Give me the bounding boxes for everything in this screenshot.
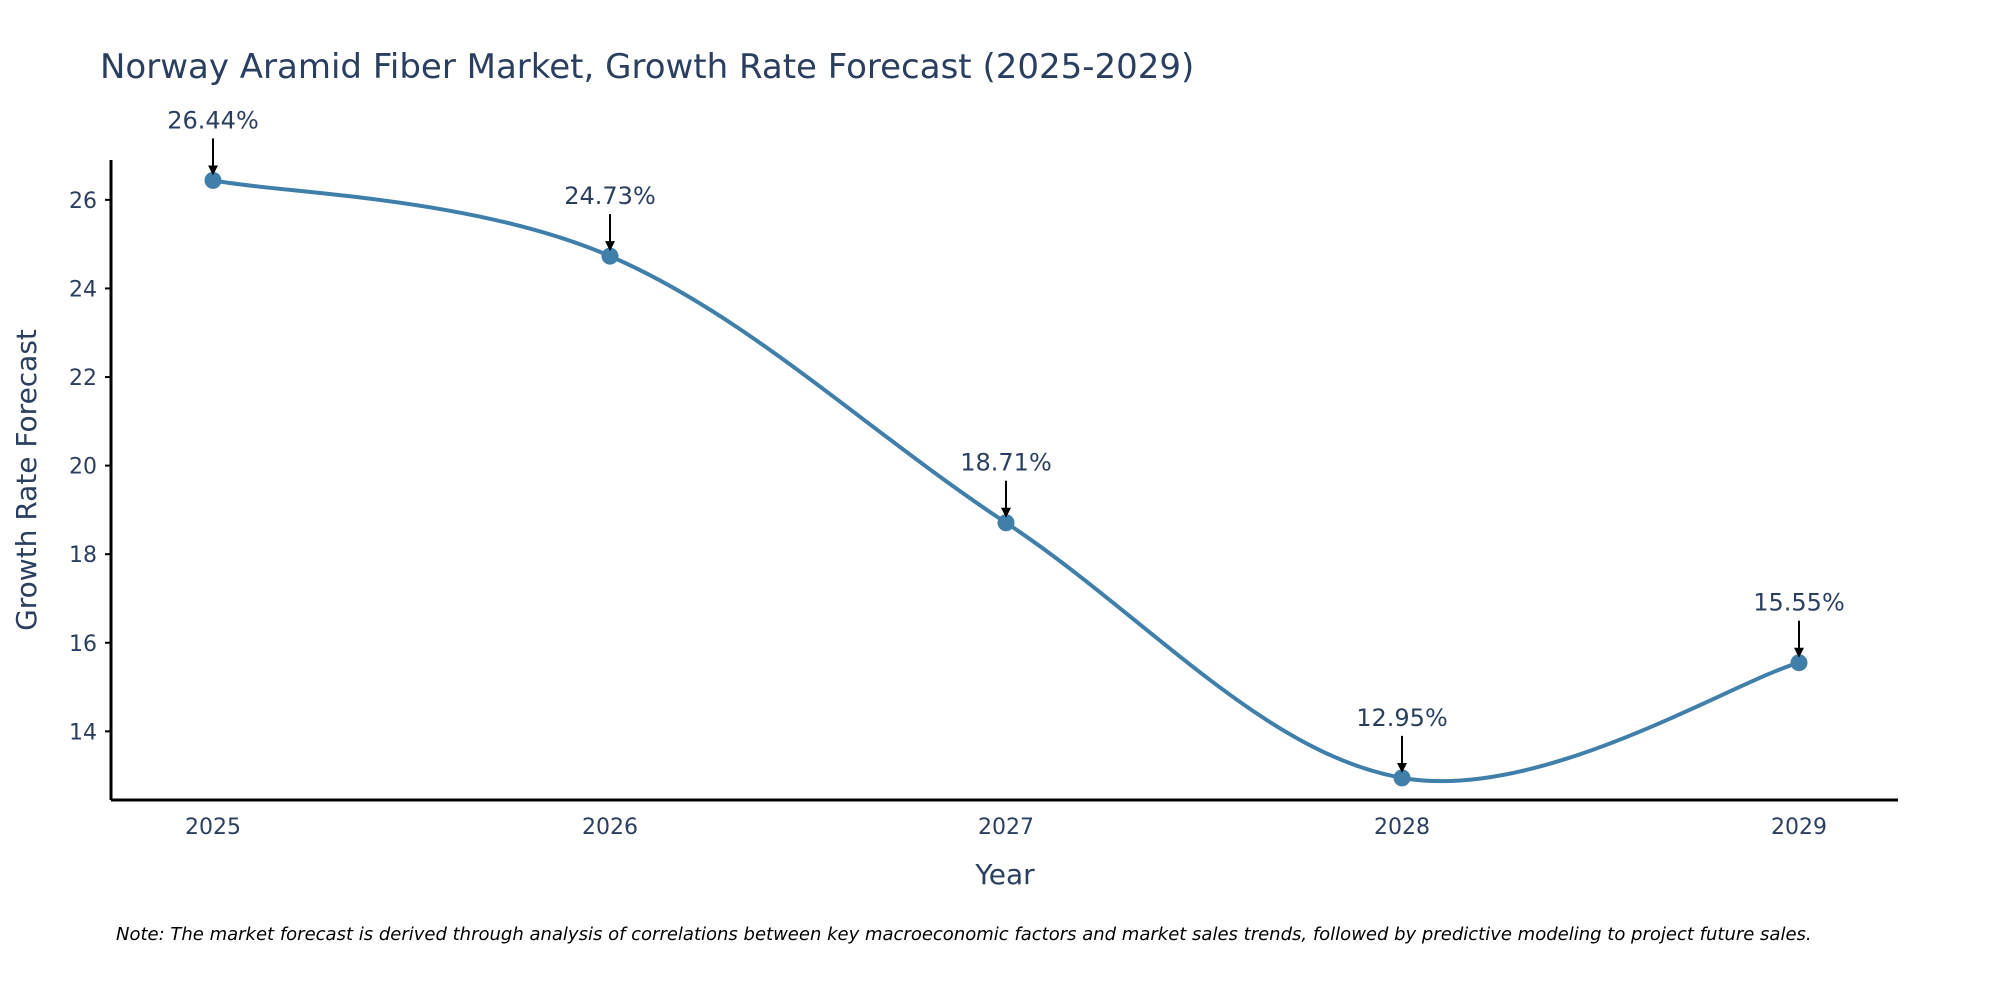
data-point [997,514,1015,532]
plot-area [109,160,1898,802]
y-axis-ticks: 14 16 18 20 22 24 26 [69,189,111,745]
data-label: 24.73% [564,182,656,210]
y-axis-label: Growth Rate Forecast [10,329,43,631]
y-tick-label: 26 [69,189,97,214]
y-tick-label: 18 [69,543,97,568]
y-tick-label: 20 [69,455,97,480]
chart-note: Note: The market forecast is derived thr… [116,924,1812,945]
y-tick-label: 24 [69,277,97,302]
x-tick-label: 2027 [978,815,1034,840]
x-tick-label: 2029 [1771,815,1827,840]
data-label: 18.71% [960,449,1052,477]
data-labels: 26.44% 24.73% 18.71% 12.95% 15.55% [167,106,1845,773]
x-axis-label: Year [974,858,1035,891]
chart-title: Norway Aramid Fiber Market, Growth Rate … [100,47,1194,87]
y-tick-label: 16 [69,632,97,657]
x-tick-label: 2026 [582,815,638,840]
x-tick-label: 2028 [1374,815,1430,840]
data-point [1393,769,1411,787]
data-point [204,171,222,189]
y-tick-label: 14 [69,720,97,745]
x-tick-label: 2025 [185,815,241,840]
y-tick-label: 22 [69,366,97,391]
data-point [601,247,619,265]
data-label: 15.55% [1753,589,1845,617]
data-points [204,171,1808,787]
data-label: 26.44% [167,106,259,134]
data-label: 12.95% [1356,704,1448,732]
x-axis-ticks: 2025 2026 2027 2028 2029 [185,815,1827,840]
data-point [1790,654,1808,672]
